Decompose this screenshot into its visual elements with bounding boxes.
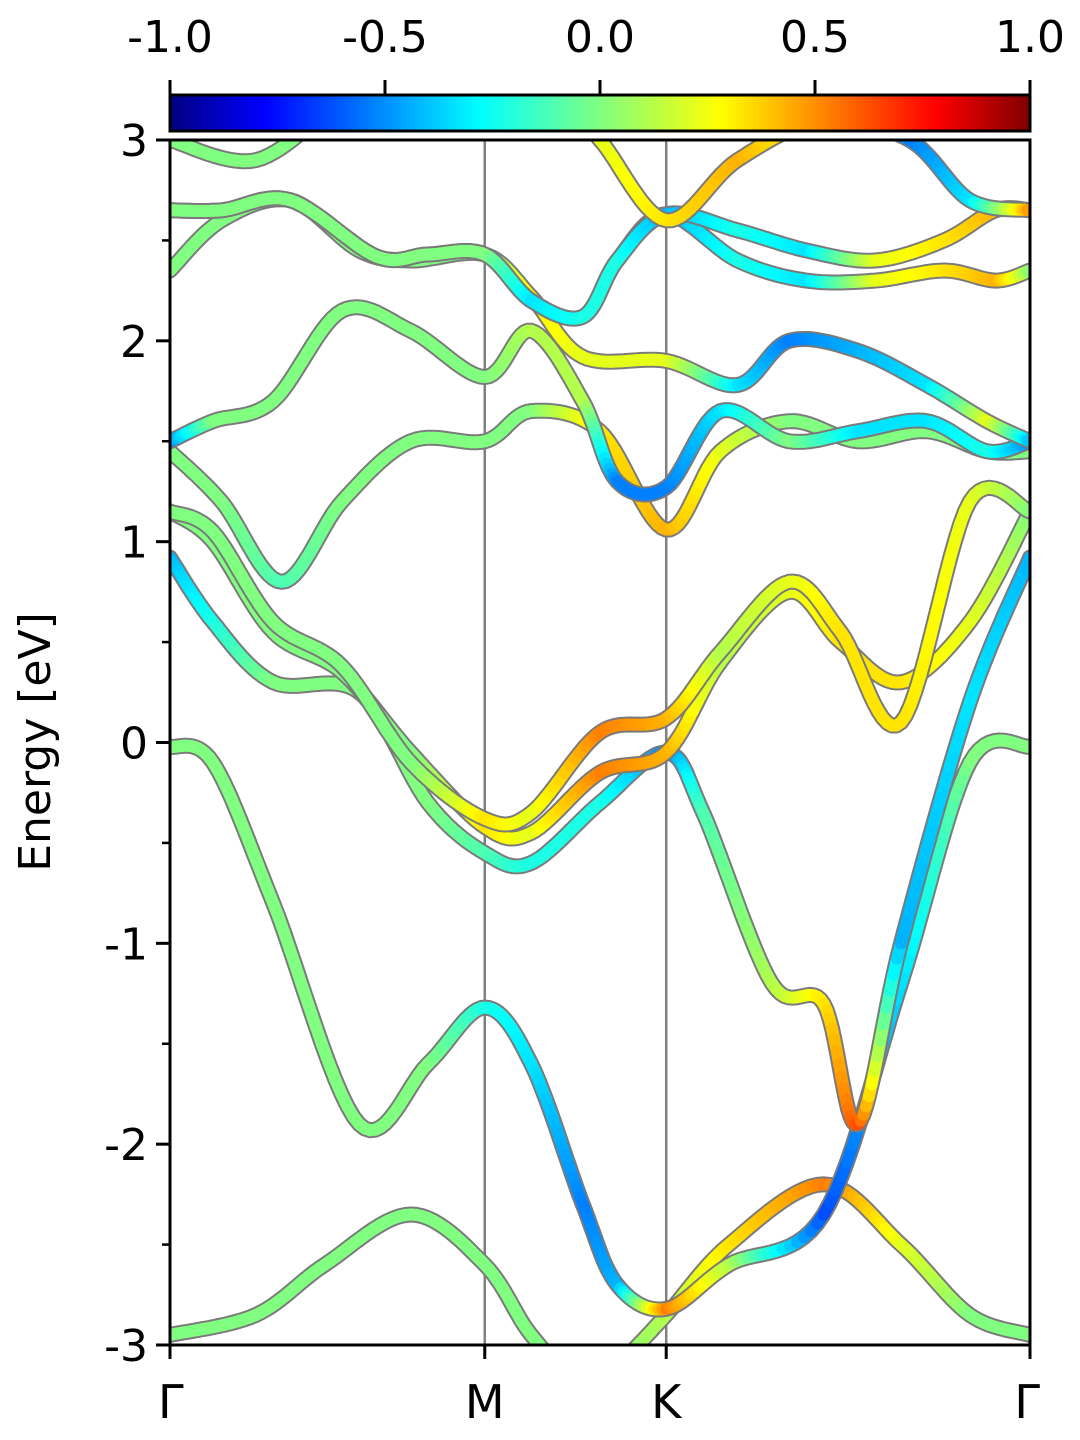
band-0 bbox=[170, 1176, 1030, 1386]
y-tick-label: 3 bbox=[120, 116, 148, 167]
y-tick-label: -3 bbox=[104, 1321, 148, 1372]
colorbar-tick-label: -1.0 bbox=[127, 12, 213, 63]
band-segment bbox=[591, 1385, 594, 1386]
band-segment bbox=[629, 1340, 643, 1345]
band-segment bbox=[767, 140, 783, 145]
y-tick-label: 1 bbox=[120, 518, 148, 569]
band-segment bbox=[462, 68, 474, 71]
band-segment bbox=[562, 1370, 566, 1374]
band-segment bbox=[576, 1382, 579, 1384]
plot-area: -3 -2 -1 0 1 2 3 Γ M K Γ Energy [eV] bbox=[10, 61, 1040, 1429]
colorbar-tick-label: 1.0 bbox=[995, 12, 1065, 63]
band-segment bbox=[546, 1353, 550, 1358]
band-segment bbox=[474, 71, 486, 74]
band-segment bbox=[357, 85, 361, 89]
x-tick-label: Γ bbox=[1014, 1375, 1040, 1429]
colorbar: -1.0 -0.5 0.0 0.5 1.0 bbox=[127, 12, 1065, 133]
colorbar-ticks: -1.0 -0.5 0.0 0.5 1.0 bbox=[127, 12, 1065, 95]
band-segment bbox=[352, 88, 356, 92]
band-segment bbox=[558, 1366, 562, 1370]
band-segment bbox=[373, 70, 377, 73]
colorbar-gradient bbox=[168, 93, 1032, 133]
band-segment bbox=[381, 65, 386, 68]
band-outline bbox=[170, 191, 1030, 450]
band-segment bbox=[580, 1384, 583, 1385]
band-1 bbox=[170, 732, 1030, 1318]
band-segment bbox=[620, 1360, 623, 1363]
band-segment bbox=[614, 1365, 617, 1368]
band-segment bbox=[596, 1383, 598, 1384]
band-segment bbox=[592, 140, 601, 142]
band-segment bbox=[627, 1354, 630, 1357]
band-outline bbox=[170, 299, 1030, 503]
bands bbox=[170, 61, 1030, 1386]
band-segment bbox=[521, 86, 532, 90]
band-segment bbox=[450, 65, 462, 68]
band-segment bbox=[554, 1362, 558, 1366]
band-segment bbox=[583, 1385, 586, 1386]
x-tick-label: K bbox=[651, 1375, 683, 1429]
band-segment bbox=[600, 1380, 602, 1382]
y-axis-ticks: -3 -2 -1 0 1 2 3 bbox=[104, 116, 170, 1372]
band-segment bbox=[605, 1375, 607, 1377]
band-5 bbox=[170, 299, 1030, 503]
band-segment bbox=[365, 77, 369, 81]
band-segment bbox=[287, 140, 302, 145]
band-segment bbox=[429, 61, 439, 63]
band-segment bbox=[573, 1379, 577, 1382]
x-tick-label: M bbox=[465, 1375, 505, 1429]
band-segment bbox=[439, 63, 450, 65]
band-segment bbox=[609, 1370, 612, 1373]
band-7-b bbox=[170, 190, 1030, 327]
colorbar-tick-label: -0.5 bbox=[342, 12, 428, 63]
band-segment bbox=[896, 140, 910, 144]
band-segment bbox=[612, 1368, 615, 1371]
x-tick-label: Γ bbox=[158, 1375, 184, 1429]
band-segment bbox=[377, 67, 381, 70]
band-segment bbox=[565, 1373, 569, 1376]
band-segment bbox=[509, 82, 520, 86]
band-3-b bbox=[170, 479, 1030, 833]
band-segment bbox=[369, 74, 373, 78]
colorbar-tick-label: 0.5 bbox=[780, 12, 850, 63]
band-segment bbox=[630, 1344, 637, 1345]
band-segment bbox=[617, 1363, 620, 1366]
band-segment bbox=[486, 75, 498, 79]
band-segment bbox=[361, 81, 365, 85]
band-segment bbox=[550, 1357, 554, 1361]
band-segment bbox=[602, 1377, 604, 1379]
band-outline bbox=[170, 732, 1030, 1318]
band-segment bbox=[594, 1384, 596, 1385]
band-6 bbox=[170, 191, 1030, 450]
colorbar-tick-label: 0.0 bbox=[565, 12, 635, 63]
y-tick-label: -2 bbox=[104, 1120, 148, 1171]
band-segment bbox=[607, 1373, 609, 1376]
band-segment bbox=[569, 1377, 573, 1380]
band-segment bbox=[531, 90, 541, 94]
y-axis-label: Energy [eV] bbox=[10, 612, 61, 872]
band-segment bbox=[623, 1357, 626, 1360]
y-tick-label: 0 bbox=[120, 719, 148, 770]
band-segment bbox=[598, 1381, 600, 1383]
y-tick-label: -1 bbox=[104, 919, 148, 970]
y-tick-label: 2 bbox=[120, 317, 148, 368]
band-segment bbox=[537, 1342, 548, 1345]
band-segment bbox=[498, 78, 510, 82]
